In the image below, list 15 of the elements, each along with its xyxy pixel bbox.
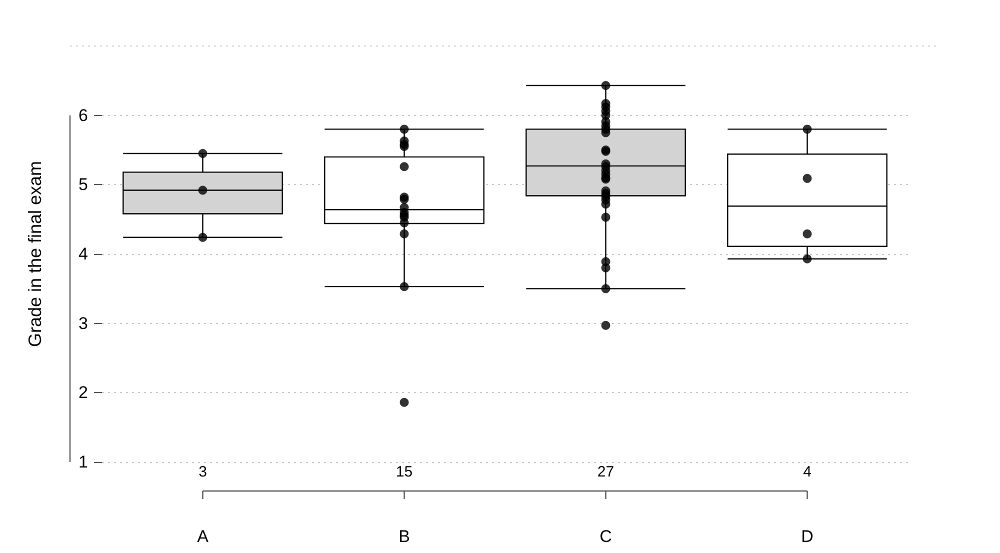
y-tick-label: 6 — [78, 106, 88, 125]
y-tick-label: 1 — [78, 452, 88, 472]
y-tick-label: 4 — [78, 244, 88, 264]
y-axis-title: Grade in the final exam — [25, 160, 45, 348]
text: 15 — [396, 464, 413, 480]
x-tick-label: B — [398, 527, 410, 546]
y-tick-label: 3 — [78, 314, 88, 333]
x-tick-label: C — [600, 527, 612, 546]
y-tick-label: 5 — [78, 175, 88, 194]
text: 3 — [198, 464, 207, 480]
text: 27 — [597, 464, 614, 480]
x-tick-label: A — [197, 527, 210, 546]
x-tick-label: D — [801, 527, 814, 546]
y-tick-label: 2 — [78, 383, 88, 402]
text: 4 — [803, 464, 812, 480]
